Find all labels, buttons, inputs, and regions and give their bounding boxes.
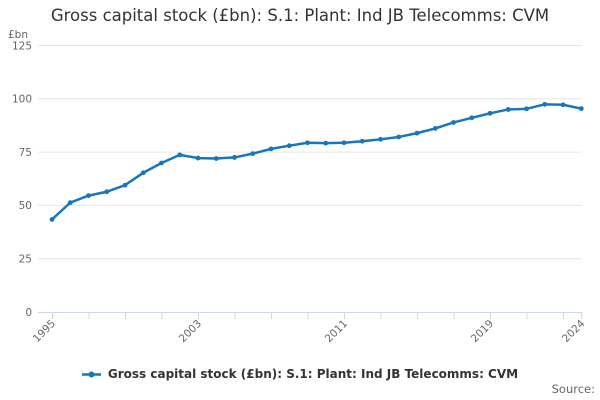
legend-series-icon [81, 371, 101, 377]
data-point-marker[interactable] [542, 101, 548, 107]
data-point-marker[interactable] [86, 193, 91, 198]
x-tick-label: 2024 [560, 317, 588, 345]
data-point-marker[interactable] [451, 120, 456, 125]
data-point-marker[interactable] [195, 155, 201, 161]
data-point-marker[interactable] [232, 155, 237, 160]
data-point-marker[interactable] [505, 107, 511, 112]
y-tick-label: 0 [25, 307, 32, 319]
legend: Gross capital stock (£bn): S.1: Plant: I… [0, 364, 600, 384]
data-point-marker[interactable] [524, 106, 529, 112]
data-point-marker[interactable] [305, 140, 310, 146]
data-point-marker[interactable] [140, 170, 146, 176]
data-point-marker[interactable] [560, 102, 566, 108]
x-tick-label: 2019 [469, 318, 496, 345]
series-line [50, 103, 583, 221]
legend-item[interactable]: Gross capital stock (£bn): S.1: Plant: I… [81, 367, 519, 381]
data-point-marker[interactable] [286, 143, 292, 149]
y-tick-label: 125 [12, 40, 32, 52]
data-point-marker[interactable] [359, 138, 365, 144]
y-tick-label: 75 [19, 147, 32, 159]
data-point-marker[interactable] [469, 115, 475, 121]
y-tick-label: 100 [12, 94, 32, 106]
data-point-marker[interactable] [378, 136, 383, 142]
x-tick-label: 2011 [323, 318, 350, 345]
data-point-marker[interactable] [122, 182, 128, 188]
x-tick-label: 2003 [177, 318, 204, 345]
data-point-marker[interactable] [323, 140, 329, 146]
y-tick-label: 50 [19, 200, 32, 212]
source-label: Source: [551, 382, 595, 396]
data-point-marker[interactable] [432, 126, 438, 131]
data-point-marker[interactable] [213, 156, 219, 161]
data-point-marker[interactable] [268, 146, 274, 152]
data-point-marker[interactable] [177, 152, 183, 158]
data-point-marker[interactable] [396, 134, 402, 140]
data-point-marker[interactable] [487, 110, 493, 116]
x-tick-label: 1995 [31, 318, 58, 345]
chart-title: Gross capital stock (£bn): S.1: Plant: I… [50, 6, 550, 25]
data-point-marker[interactable] [414, 130, 420, 136]
data-point-marker[interactable] [578, 106, 584, 112]
data-point-marker[interactable] [67, 200, 73, 206]
data-point-marker[interactable] [250, 151, 256, 156]
y-axis-unit-label: £bn [8, 29, 29, 41]
data-point-marker[interactable] [341, 140, 347, 146]
data-point-marker[interactable] [159, 160, 164, 166]
data-point-marker[interactable] [104, 189, 110, 195]
y-tick-label: 25 [19, 254, 32, 266]
legend-series-label: Gross capital stock (£bn): S.1: Plant: I… [107, 367, 519, 381]
data-point-marker[interactable] [49, 217, 55, 222]
